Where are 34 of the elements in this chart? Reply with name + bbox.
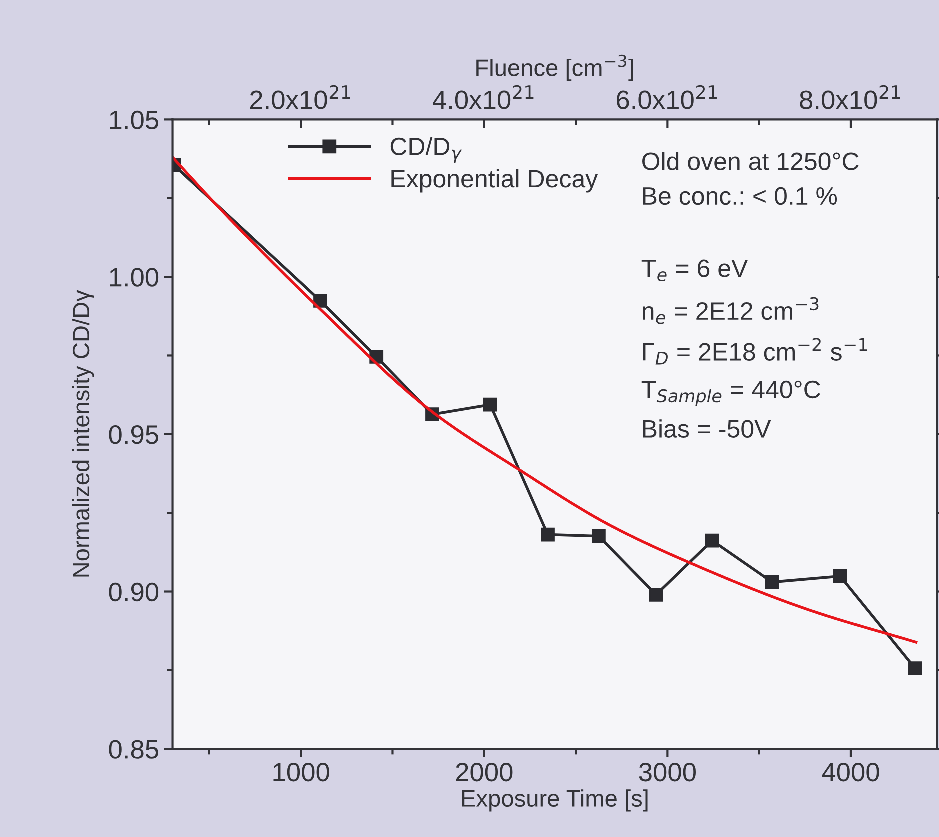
y-tick-label: 1.05 — [110, 110, 158, 130]
y-tick-label: 1.00 — [110, 268, 159, 287]
annotation: T$_{Sample}$ = 440°C — [642, 380, 820, 406]
x-tick-label: 2000 — [456, 763, 513, 782]
annotation: T$_{e}$ = 6 eV — [642, 260, 748, 282]
annotation: n$_{e}$ = 2E12 cm$^{−3}$ — [642, 297, 819, 324]
point — [908, 662, 922, 676]
x-tick-label: 1000 — [274, 763, 330, 782]
x2-tick-label: 2.0x10$^{21}$ — [250, 85, 350, 110]
x-axis-title: Exposure Time [s] — [462, 790, 648, 812]
annotation: Old oven at 1250°C — [642, 152, 859, 170]
x2-tick-label: 6.0x10$^{21}$ — [617, 85, 717, 110]
point — [483, 398, 498, 412]
point — [833, 569, 848, 584]
x2-tick-label: 8.0x10$^{21}$ — [800, 85, 900, 110]
legend-label: Exponential Decay — [392, 169, 598, 193]
y-tick-label: 0.85 — [109, 740, 158, 759]
annotation: Be conc.: < 0.1 % — [643, 187, 838, 206]
point — [314, 294, 328, 308]
y-axis-title: Normalized intensity CD/Dγ — [72, 290, 94, 577]
x2-axis-title: Fluence [cm$^{−3}$] — [476, 54, 634, 82]
point — [765, 575, 780, 590]
y-tick-label: 0.90 — [109, 582, 159, 602]
x2-tick-label: 4.0x10$^{21}$ — [433, 85, 534, 110]
annotation: Γ$_{D}$ = 2E18 cm$^{−2}$ s$^{−1}$ — [643, 338, 868, 365]
point — [592, 529, 606, 544]
y-tick-label: 0.95 — [109, 426, 158, 444]
point — [705, 534, 720, 548]
legend-label: CD/D$_{γ}$ — [390, 137, 462, 164]
point — [649, 588, 664, 602]
x-tick-label: 4000 — [822, 763, 880, 782]
annotation: Bias = -50V — [643, 420, 772, 438]
x-tick-label: 3000 — [639, 763, 696, 782]
point — [541, 528, 555, 542]
